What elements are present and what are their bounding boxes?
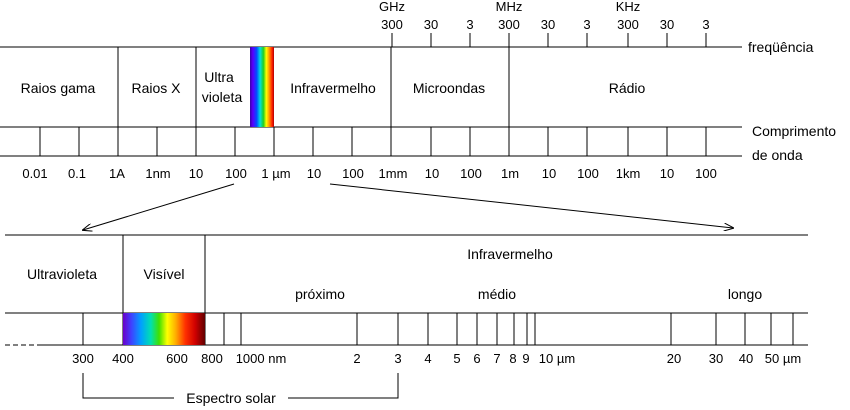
wavelength-tick-label: 1 µm bbox=[261, 166, 290, 181]
bottom-tick-label: 5 bbox=[453, 351, 460, 366]
freq-tick-label: 300 bbox=[498, 17, 520, 32]
wavelength-tick-label: 1km bbox=[616, 166, 641, 181]
bottom-tick-label: 30 bbox=[709, 351, 723, 366]
band-uv-label-1: Ultra bbox=[204, 69, 234, 85]
wavelength-tick-label: 10 bbox=[542, 166, 556, 181]
wavelength-tick-label: 10 bbox=[307, 166, 321, 181]
top-spectrum: GHz MHz KHz 300 30 3 300 30 3 300 30 3 bbox=[0, 0, 836, 181]
freq-tick-label: 300 bbox=[381, 17, 403, 32]
wavelength-tick-label: 0.01 bbox=[22, 166, 47, 181]
band-uv-label-2: violeta bbox=[202, 89, 243, 105]
wavelength-tick-label: 1mm bbox=[379, 166, 408, 181]
band-xray-label: Raios X bbox=[131, 80, 181, 96]
bottom-tick-label: 800 bbox=[201, 351, 223, 366]
frequency-axis-label: freqüência bbox=[748, 39, 814, 55]
wavelength-tick-label: 100 bbox=[577, 166, 599, 181]
wavelength-tick-label: 10 bbox=[425, 166, 439, 181]
ir-near-label: próximo bbox=[295, 286, 345, 302]
wavelength-tick-label: 100 bbox=[695, 166, 717, 181]
bottom-spectrum: Ultravioleta Visível Infravermelho próxi… bbox=[5, 234, 808, 406]
bottom-tick-label: 300 bbox=[72, 351, 94, 366]
bottom-tick-label: 2 bbox=[353, 351, 360, 366]
bottom-tick-marks bbox=[82, 313, 794, 345]
band-microwave-label: Microondas bbox=[413, 80, 485, 96]
wavelength-tick-label: 1nm bbox=[145, 166, 170, 181]
region-ir-label: Infravermelho bbox=[467, 246, 553, 262]
band-ir-label: Infravermelho bbox=[290, 80, 376, 96]
bottom-tick-label: 4 bbox=[424, 351, 431, 366]
band-radio-label: Rádio bbox=[609, 80, 646, 96]
bottom-tick-label: 50 µm bbox=[765, 351, 801, 366]
wavelength-axis-label-1: Comprimento bbox=[752, 123, 836, 139]
solar-spectrum-bracket-left bbox=[82, 373, 174, 399]
bottom-tick-label: 6 bbox=[473, 351, 480, 366]
bottom-tick-label: 7 bbox=[493, 351, 500, 366]
freq-tick-label: 3 bbox=[466, 17, 473, 32]
freq-tick-label: 30 bbox=[660, 17, 674, 32]
region-uv-label: Ultravioleta bbox=[27, 266, 97, 282]
solar-spectrum-bracket-right bbox=[288, 373, 399, 399]
freq-tick-label: 300 bbox=[617, 17, 639, 32]
bottom-tick-label: 9 bbox=[522, 351, 529, 366]
wavelength-tick-label: 1m bbox=[501, 166, 519, 181]
ir-far-label: longo bbox=[728, 286, 762, 302]
freq-tick-marks bbox=[391, 33, 707, 47]
wavelength-axis-label-2: de onda bbox=[752, 147, 803, 163]
zoom-arrow-left bbox=[83, 183, 235, 230]
bottom-tick-label: 40 bbox=[739, 351, 753, 366]
band-dividers bbox=[117, 47, 510, 156]
bottom-tick-label: 3 bbox=[394, 351, 401, 366]
wavelength-tick-label: 0.1 bbox=[68, 166, 86, 181]
bottom-tick-label: 20 bbox=[667, 351, 681, 366]
wavelength-tick-label: 100 bbox=[460, 166, 482, 181]
bottom-tick-label: 400 bbox=[112, 351, 134, 366]
band-gamma-label: Raios gama bbox=[21, 80, 96, 96]
bottom-tick-label: 600 bbox=[166, 351, 188, 366]
ir-mid-label: médio bbox=[478, 286, 516, 302]
visible-rainbow-bottom bbox=[123, 313, 205, 345]
wavelength-tick-label: 10 bbox=[189, 166, 203, 181]
zoom-arrow-right bbox=[329, 183, 733, 228]
region-visible-label: Visível bbox=[144, 266, 185, 282]
solar-spectrum-label: Espectro solar bbox=[186, 390, 276, 406]
wavelength-tick-label: 100 bbox=[342, 166, 364, 181]
freq-unit-mhz: MHz bbox=[496, 0, 523, 14]
freq-tick-label: 3 bbox=[702, 17, 709, 32]
wavelength-tick-label: 10 bbox=[660, 166, 674, 181]
wavelength-tick-label: 100 bbox=[225, 166, 247, 181]
freq-unit-khz: KHz bbox=[616, 0, 641, 14]
freq-tick-label: 3 bbox=[583, 17, 590, 32]
freq-unit-ghz: GHz bbox=[379, 0, 405, 14]
wavelength-tick-label: 1A bbox=[109, 166, 125, 181]
wavelength-tick-marks bbox=[39, 127, 707, 156]
freq-tick-label: 30 bbox=[424, 17, 438, 32]
visible-rainbow-top bbox=[250, 47, 274, 127]
bottom-tick-label: 10 µm bbox=[539, 351, 575, 366]
bottom-tick-label: 8 bbox=[509, 351, 516, 366]
freq-tick-label: 30 bbox=[541, 17, 555, 32]
bottom-tick-label: 1000 nm bbox=[236, 351, 287, 366]
